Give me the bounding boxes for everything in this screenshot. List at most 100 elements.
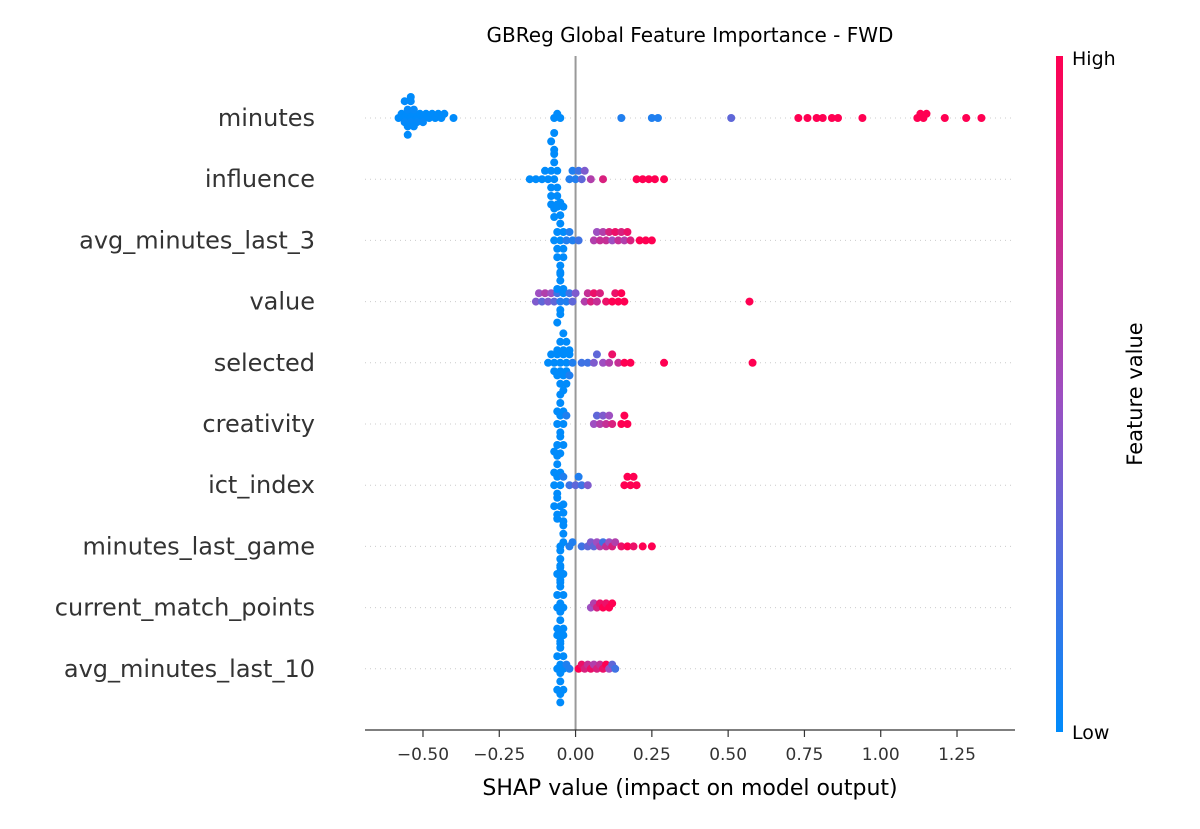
- x-tick-label: 1.00: [862, 745, 900, 765]
- shap-point: [550, 175, 559, 184]
- shap-point: [605, 358, 614, 367]
- feature-label: avg_minutes_last_3: [79, 226, 315, 254]
- shap-point: [559, 285, 568, 293]
- shap-point: [977, 114, 986, 122]
- shap-point: [556, 546, 565, 555]
- row-guides: [365, 117, 1015, 670]
- shap-point: [553, 514, 562, 523]
- shap-point: [547, 137, 556, 146]
- shap-point: [556, 669, 565, 677]
- shap-point: [562, 379, 571, 388]
- shap-point: [553, 460, 562, 469]
- shap-point: [623, 472, 632, 481]
- shap-point: [556, 481, 565, 490]
- feature-label: minutes: [218, 104, 315, 132]
- shap-point: [553, 183, 562, 192]
- shap-point: [559, 420, 568, 428]
- shap-point: [559, 652, 568, 661]
- shap-point: [559, 244, 568, 253]
- shap-point: [449, 114, 458, 122]
- shap-point: [568, 358, 577, 367]
- shap-point: [565, 481, 574, 490]
- shap-point: [620, 411, 629, 420]
- shap-point: [553, 652, 562, 661]
- colorbar: [1056, 56, 1063, 732]
- shap-point: [592, 228, 601, 236]
- x-axis-label: SHAP value (impact on model output): [482, 776, 897, 801]
- shap-point: [599, 358, 608, 367]
- shap-point: [638, 175, 647, 184]
- shap-point: [565, 346, 574, 355]
- shap-point: [556, 297, 565, 306]
- shap-point: [544, 358, 553, 367]
- shap-point: [745, 297, 754, 306]
- shap-point: [556, 236, 565, 245]
- shap-point: [531, 175, 540, 184]
- shap-point: [611, 228, 620, 236]
- shap-point: [559, 346, 568, 355]
- x-ticks: −0.50 −0.25 0.00 0.25 0.50 0.75 1.00 1.25: [397, 730, 976, 765]
- shap-point: [574, 472, 583, 481]
- shap-point: [559, 538, 568, 547]
- shap-point: [858, 114, 867, 122]
- shap-point: [940, 114, 949, 122]
- shap-point: [406, 93, 415, 101]
- shap-point: [827, 114, 836, 122]
- shap-point: [647, 236, 656, 245]
- shap-point: [571, 175, 580, 184]
- shap-point: [605, 228, 614, 236]
- shap-point: [544, 175, 553, 184]
- shap-point: [556, 310, 565, 319]
- shap-point: [595, 236, 604, 245]
- shap-point: [632, 175, 641, 184]
- shap-point: [599, 175, 608, 184]
- colorbar-high-label: High: [1072, 48, 1116, 70]
- shap-point: [559, 472, 568, 481]
- shap-point: [547, 192, 556, 200]
- shap-point: [556, 607, 565, 616]
- shap-point: [553, 591, 562, 599]
- shap-point: [553, 570, 562, 578]
- shap-point: [400, 97, 409, 106]
- shap-point: [556, 432, 565, 441]
- shap-point: [550, 447, 559, 456]
- shap-point: [553, 420, 562, 428]
- shap-point: [409, 105, 418, 114]
- shap-point: [602, 236, 611, 245]
- shap-point: [580, 297, 589, 306]
- shap-point: [568, 297, 577, 306]
- shap-point: [727, 114, 736, 122]
- shap-point: [556, 211, 565, 220]
- shap-point: [577, 358, 586, 367]
- shap-point: [440, 109, 449, 118]
- shap-point: [608, 236, 617, 245]
- shap-point: [647, 114, 656, 122]
- shap-point: [583, 358, 592, 367]
- shap-point: [565, 175, 574, 184]
- shap-point: [537, 297, 546, 306]
- shap-point: [553, 244, 562, 253]
- shap-point: [794, 114, 803, 122]
- shap-point: [568, 166, 577, 175]
- shap-point: [617, 114, 626, 122]
- shap-point: [559, 371, 568, 380]
- shap-point: [614, 358, 623, 367]
- shap-point: [922, 109, 931, 118]
- x-tick-label: 0.25: [633, 745, 671, 765]
- shap-point: [589, 358, 598, 367]
- shap-point: [660, 175, 669, 184]
- x-tick-label: −0.50: [397, 745, 449, 765]
- shap-point: [553, 371, 562, 380]
- shap-point: [608, 599, 617, 608]
- shap-point: [565, 664, 574, 673]
- shap-point: [574, 166, 583, 175]
- shap-point: [525, 175, 534, 184]
- shap-point: [550, 502, 559, 511]
- shap-point: [611, 289, 620, 298]
- shap-point: [748, 358, 757, 367]
- colorbar-low-label: Low: [1072, 722, 1109, 744]
- shap-point: [541, 289, 550, 298]
- shap-point: [623, 542, 632, 551]
- shap-point: [556, 677, 565, 686]
